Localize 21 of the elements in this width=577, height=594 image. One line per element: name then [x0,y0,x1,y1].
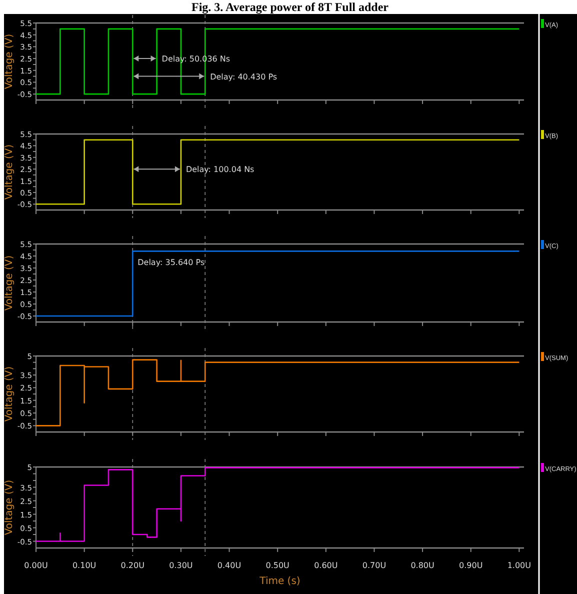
y-axis-title: Voltage (V) [4,366,15,422]
y-axis-title: Voltage (V) [4,255,15,311]
y-axis-title: Voltage (V) [4,480,15,536]
y-axis-title: Voltage (V) [4,34,15,90]
chart-title: Fig. 3. Average power of 8T Full adder [192,0,390,14]
x-tick-label: 0.80U [410,561,435,570]
x-tick-label: 0.20U [120,561,145,570]
x-tick-label: 0.30U [169,561,193,570]
x-tick-label: 0.00U [24,561,48,570]
annotation: Delay: 40.430 Ps [210,72,278,82]
y-axis-title: Voltage (V) [4,144,15,200]
x-tick-label: 0.50U [266,561,290,570]
annotation: Delay: 35.640 Ps [138,258,205,267]
x-tick-label: 0.40U [217,561,242,570]
x-tick-label: 0.10U [72,561,96,570]
annotation: Delay: 100.04 Ns [186,165,254,174]
x-axis-title: Time (s) [258,576,300,587]
x-tick-label: 0.70U [362,561,386,570]
x-tick-label: 0.90U [459,561,483,570]
x-tick-label: 1.00U [507,561,532,570]
x-tick-label: 0.60U [314,561,338,570]
